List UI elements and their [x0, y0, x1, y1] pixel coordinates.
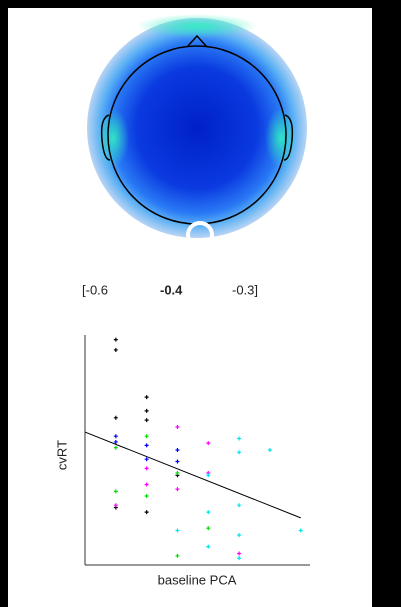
point [237, 533, 242, 538]
topo-hotspot [137, 14, 257, 38]
point [144, 434, 149, 439]
nose [186, 34, 208, 48]
point [206, 544, 211, 549]
point [175, 487, 180, 492]
point [175, 553, 180, 558]
point [113, 445, 118, 450]
point [113, 337, 118, 342]
point [237, 503, 242, 508]
scale-label: [-0.6 [82, 282, 108, 297]
point [113, 347, 118, 352]
left-ear [100, 114, 111, 161]
point [144, 443, 149, 448]
point [113, 503, 118, 508]
scale-label: -0.3] [232, 282, 258, 297]
point [144, 457, 149, 462]
point [175, 471, 180, 475]
point [206, 510, 211, 515]
point [175, 528, 180, 533]
point [206, 526, 211, 531]
scale-label: -0.4 [160, 282, 183, 297]
point [113, 415, 118, 420]
point [113, 489, 118, 494]
point [144, 395, 149, 400]
point [144, 408, 149, 413]
point [175, 459, 180, 464]
point [237, 556, 242, 561]
topomap [87, 14, 307, 249]
point [144, 510, 149, 515]
point [175, 425, 180, 429]
point [144, 482, 149, 487]
point [206, 473, 211, 478]
fit-line [84, 431, 301, 519]
point [144, 418, 149, 423]
right-ear [283, 114, 294, 161]
point [267, 448, 272, 452]
point [113, 434, 118, 439]
point [237, 436, 242, 441]
electrode-marker [186, 221, 214, 249]
topo-field [87, 18, 307, 238]
point [237, 450, 242, 455]
point [175, 448, 180, 452]
y-axis-label: cvRT [54, 440, 69, 470]
x-axis-label: baseline PCA [158, 572, 237, 587]
point [144, 494, 149, 498]
point [298, 528, 303, 533]
point [206, 441, 211, 446]
point [237, 551, 242, 556]
point [113, 439, 118, 444]
point [144, 466, 149, 471]
